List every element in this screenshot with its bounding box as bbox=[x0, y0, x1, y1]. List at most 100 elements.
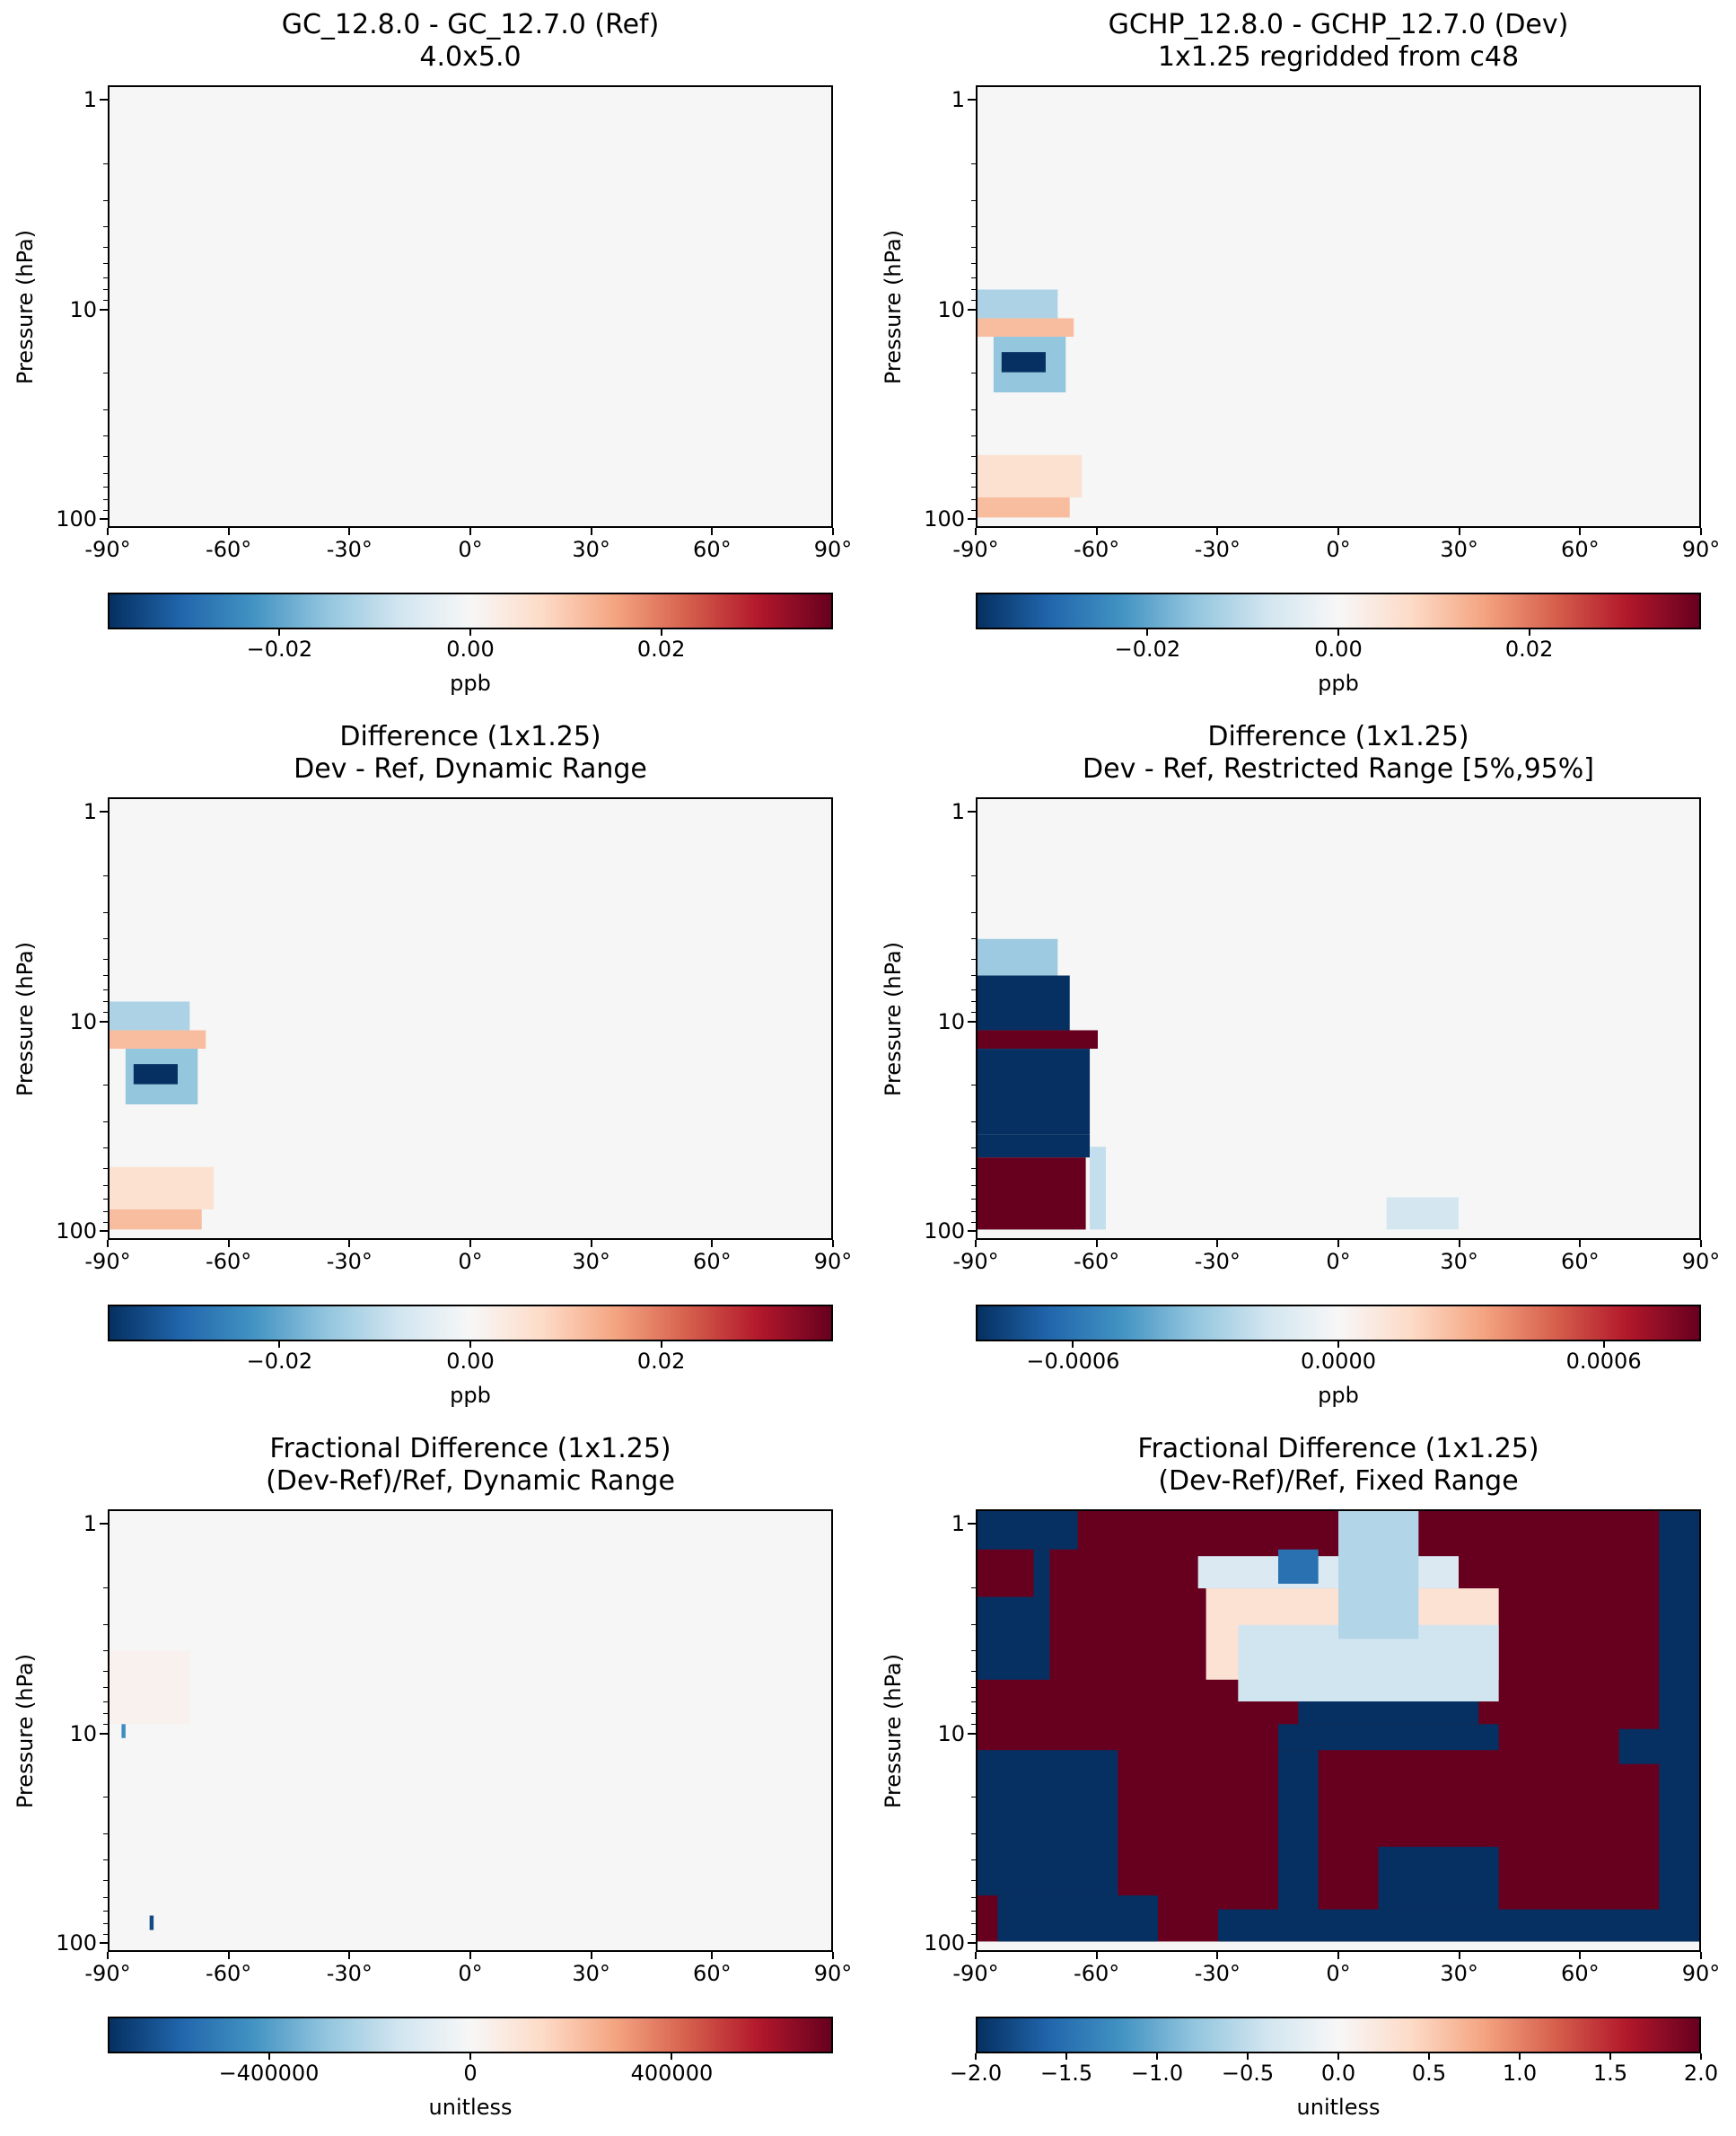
heatmap-cell bbox=[110, 1650, 190, 1725]
y-tick-mark bbox=[100, 518, 108, 521]
x-tick-mark bbox=[348, 1952, 351, 1959]
y-axis-label: Pressure (hPa) bbox=[881, 229, 906, 384]
heatmap-plot-area bbox=[108, 1509, 833, 1952]
y-minor-tick bbox=[103, 1184, 108, 1186]
y-minor-tick bbox=[971, 1650, 976, 1651]
chart-subtitle: (Dev-Ref)/Ref, Dynamic Range bbox=[266, 1465, 675, 1497]
heatmap-plot-area bbox=[108, 797, 833, 1240]
y-minor-tick bbox=[971, 487, 976, 488]
colorbar-tick-mark bbox=[975, 2053, 977, 2060]
heatmap-cell bbox=[1338, 1511, 1419, 1639]
heatmap-plot-area bbox=[976, 85, 1701, 528]
colorbar-tick-mark bbox=[1609, 2053, 1611, 2060]
x-tick-mark bbox=[832, 1952, 834, 1959]
y-minor-tick bbox=[971, 1724, 976, 1726]
x-tick-label: -90° bbox=[84, 537, 131, 562]
x-tick-mark bbox=[469, 528, 471, 535]
y-minor-tick bbox=[971, 1001, 976, 1003]
y-tick-label: 100 bbox=[924, 1930, 965, 1956]
y-minor-tick bbox=[103, 1210, 108, 1212]
heatmap-cell bbox=[1278, 1549, 1319, 1584]
x-tick-label: -30° bbox=[1194, 1249, 1241, 1274]
colorbar-tick-label: −0.5 bbox=[1221, 2061, 1275, 2086]
heatmap-svg bbox=[978, 938, 1459, 1230]
y-minor-tick bbox=[971, 1012, 976, 1014]
x-tick-mark bbox=[711, 528, 714, 535]
x-tick-label: 0° bbox=[1326, 537, 1351, 562]
y-minor-tick bbox=[971, 875, 976, 876]
chart-subtitle: Dev - Ref, Restricted Range [5%,95%] bbox=[1083, 753, 1594, 785]
heatmap-cell bbox=[1218, 1909, 1699, 1942]
y-minor-tick bbox=[971, 163, 976, 164]
colorbar-tick-mark bbox=[1519, 2053, 1521, 2060]
chart-panel-5: Fractional Difference (1x1.25) (Dev-Ref)/… bbox=[0, 1424, 868, 2136]
heatmap-cell bbox=[978, 1750, 1118, 1896]
y-minor-tick bbox=[103, 226, 108, 227]
y-axis-label: Pressure (hPa) bbox=[881, 1653, 906, 1808]
colorbar-tick-label: 0 bbox=[463, 2061, 478, 2086]
y-axis-label: Pressure (hPa) bbox=[881, 941, 906, 1096]
heatmap-cell bbox=[1618, 1728, 1692, 1764]
heatmap-cell bbox=[978, 1157, 1086, 1230]
y-tick-mark bbox=[968, 1732, 976, 1735]
y-minor-tick bbox=[971, 1121, 976, 1123]
y-tick-label: 10 bbox=[69, 1008, 97, 1034]
heatmap-cell bbox=[978, 1511, 1078, 1550]
colorbar-tick-label: −0.02 bbox=[1114, 637, 1181, 662]
y-tick-mark bbox=[968, 1523, 976, 1525]
y-minor-tick bbox=[103, 246, 108, 248]
x-tick-label: -60° bbox=[1074, 537, 1120, 562]
x-tick-mark bbox=[832, 1240, 834, 1247]
y-minor-tick bbox=[971, 1922, 976, 1924]
y-minor-tick bbox=[971, 958, 976, 960]
y-minor-tick bbox=[103, 1670, 108, 1672]
heatmap-svg bbox=[110, 1001, 215, 1230]
x-tick-mark bbox=[1579, 1240, 1582, 1247]
y-minor-tick bbox=[971, 1623, 976, 1625]
y-tick-label: 1 bbox=[951, 87, 965, 113]
x-tick-mark bbox=[107, 528, 109, 535]
x-tick-label: 60° bbox=[1561, 537, 1600, 562]
colorbar-tick-mark bbox=[1247, 2053, 1249, 2060]
colorbar-unit-label: ppb bbox=[1318, 671, 1359, 696]
y-minor-tick bbox=[971, 1184, 976, 1186]
colorbar-tick-mark bbox=[1528, 629, 1530, 636]
colorbar-tick-label: 0.00 bbox=[446, 637, 495, 662]
heatmap-cell bbox=[978, 975, 1070, 1031]
x-tick-label: -90° bbox=[84, 1249, 131, 1274]
y-minor-tick bbox=[103, 1933, 108, 1935]
y-minor-tick bbox=[971, 246, 976, 248]
chart-title: Difference (1x1.25) bbox=[339, 721, 601, 752]
heatmap-svg bbox=[110, 87, 831, 526]
x-tick-mark bbox=[1095, 528, 1098, 535]
x-tick-mark bbox=[1579, 528, 1582, 535]
y-minor-tick bbox=[103, 300, 108, 302]
y-minor-tick bbox=[103, 472, 108, 474]
colorbar-tick-label: 0.5 bbox=[1411, 2061, 1447, 2086]
y-minor-tick bbox=[971, 1896, 976, 1898]
colorbar-unit-label: unitless bbox=[1296, 2095, 1381, 2120]
y-minor-tick bbox=[971, 277, 976, 278]
y-tick-mark bbox=[100, 99, 108, 101]
heatmap-plot-area bbox=[976, 797, 1701, 1240]
heatmap-cell bbox=[978, 1030, 1098, 1050]
heatmap-plot-area bbox=[108, 85, 833, 528]
heatmap-cell bbox=[978, 497, 1070, 518]
colorbar bbox=[108, 593, 833, 629]
x-tick-label: 30° bbox=[572, 1961, 610, 1986]
colorbar-tick-mark bbox=[1156, 2053, 1158, 2060]
colorbar-tick-label: 2.0 bbox=[1683, 2061, 1719, 2086]
x-tick-label: 0° bbox=[458, 537, 483, 562]
heatmap-plot-area bbox=[976, 1509, 1701, 1952]
heatmap-cell bbox=[978, 1596, 1050, 1680]
y-tick-label: 100 bbox=[56, 1218, 97, 1244]
y-minor-tick bbox=[971, 1670, 976, 1672]
colorbar-tick-label: −0.02 bbox=[246, 1349, 313, 1374]
y-axis-label: Pressure (hPa) bbox=[13, 229, 38, 384]
y-minor-tick bbox=[971, 409, 976, 411]
y-minor-tick bbox=[103, 509, 108, 511]
colorbar bbox=[108, 2017, 833, 2053]
x-tick-label: -60° bbox=[1074, 1249, 1120, 1274]
x-tick-mark bbox=[348, 528, 351, 535]
colorbar-tick-label: −1.5 bbox=[1039, 2061, 1093, 2086]
